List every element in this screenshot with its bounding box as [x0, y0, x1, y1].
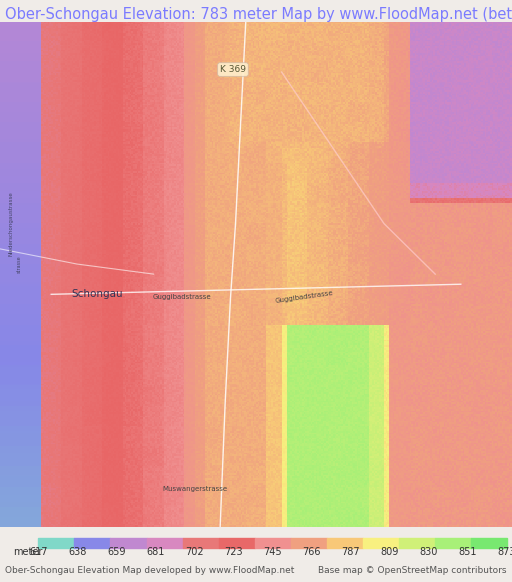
Text: 723: 723: [224, 547, 243, 557]
Bar: [219, 538, 254, 548]
Bar: [291, 538, 327, 548]
Text: strasse: strasse: [17, 255, 22, 273]
Text: 681: 681: [146, 547, 165, 557]
Bar: [111, 538, 146, 548]
Text: 830: 830: [420, 547, 438, 557]
Text: Schongau: Schongau: [72, 289, 123, 299]
Bar: [254, 538, 291, 548]
Bar: [435, 538, 471, 548]
Text: 745: 745: [263, 547, 282, 557]
Text: 873: 873: [498, 547, 512, 557]
Text: K 369: K 369: [220, 65, 246, 74]
Text: 766: 766: [303, 547, 321, 557]
Text: 851: 851: [459, 547, 477, 557]
Text: Guggibadstrasse: Guggibadstrasse: [275, 290, 334, 304]
Text: 787: 787: [342, 547, 360, 557]
Text: 702: 702: [185, 547, 204, 557]
Text: 809: 809: [380, 547, 399, 557]
Text: 617: 617: [29, 547, 48, 557]
Bar: [146, 538, 183, 548]
Bar: [183, 538, 219, 548]
Text: Ober-Schongau Elevation: 783 meter Map by www.FloodMap.net (beta): Ober-Schongau Elevation: 783 meter Map b…: [5, 7, 512, 22]
Text: Muswangerstrasse: Muswangerstrasse: [162, 486, 227, 492]
Text: 638: 638: [68, 547, 87, 557]
Bar: [327, 538, 362, 548]
Bar: [471, 538, 507, 548]
Text: meter: meter: [13, 547, 42, 557]
Bar: [74, 538, 111, 548]
Text: Guggibadstrasse: Guggibadstrasse: [153, 294, 211, 300]
Bar: [362, 538, 399, 548]
Text: Niederschongaustrasse: Niederschongaustrasse: [9, 191, 14, 256]
Text: Base map © OpenStreetMap contributors: Base map © OpenStreetMap contributors: [318, 566, 507, 575]
Text: Ober-Schongau Elevation Map developed by www.FloodMap.net: Ober-Schongau Elevation Map developed by…: [5, 566, 294, 575]
Text: 659: 659: [107, 547, 126, 557]
Bar: [399, 538, 435, 548]
Bar: [38, 538, 74, 548]
